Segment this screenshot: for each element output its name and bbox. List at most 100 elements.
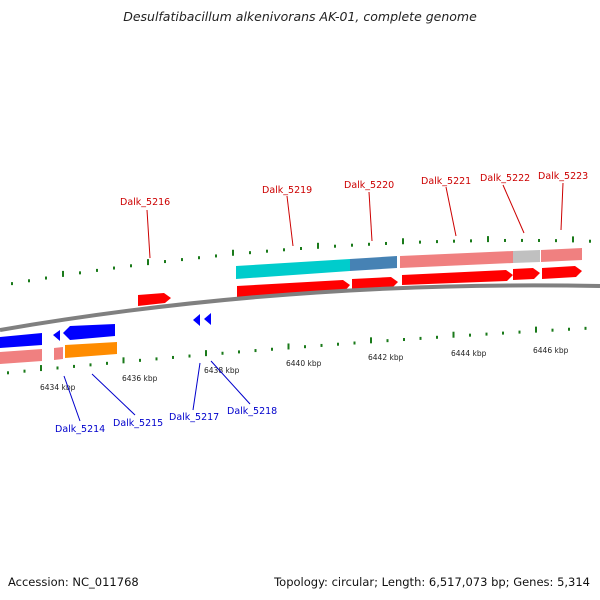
minor-tick bbox=[353, 341, 356, 345]
minor-tick bbox=[436, 240, 438, 244]
major-tick bbox=[370, 337, 372, 344]
gene-label[interactable]: Dalk_5214 bbox=[55, 424, 105, 435]
minor-tick bbox=[7, 371, 9, 375]
minor-tick bbox=[238, 350, 240, 354]
genome-backbone bbox=[0, 283, 600, 332]
minor-tick bbox=[469, 333, 471, 337]
cds-arrow[interactable] bbox=[53, 330, 60, 341]
leader-line bbox=[445, 186, 457, 237]
minor-tick bbox=[538, 238, 540, 242]
minor-tick bbox=[89, 363, 92, 367]
minor-tick bbox=[221, 351, 224, 355]
upper-feature-band bbox=[236, 248, 582, 279]
minor-tick bbox=[106, 361, 108, 365]
major-tick bbox=[40, 365, 42, 372]
feature-pink[interactable] bbox=[400, 251, 513, 268]
minor-tick bbox=[351, 243, 353, 247]
minor-tick bbox=[73, 364, 75, 368]
feature-pink[interactable] bbox=[541, 248, 582, 262]
feature-steel[interactable] bbox=[350, 256, 397, 271]
cds-arrow[interactable] bbox=[237, 280, 350, 298]
gene-label[interactable]: Dalk_5221 bbox=[421, 176, 471, 187]
gene-label[interactable]: Dalk_5216 bbox=[120, 197, 170, 208]
gene-label[interactable]: Dalk_5220 bbox=[344, 180, 394, 191]
minor-tick bbox=[521, 238, 523, 242]
gene-label[interactable]: Dalk_5215 bbox=[113, 418, 163, 429]
minor-tick bbox=[436, 335, 438, 339]
cds-arrow[interactable] bbox=[138, 293, 171, 306]
major-tick bbox=[205, 350, 207, 357]
leader-line bbox=[146, 209, 151, 259]
minor-tick bbox=[419, 240, 421, 244]
cds-arrow[interactable] bbox=[204, 313, 211, 325]
major-tick bbox=[317, 242, 319, 249]
major-tick bbox=[62, 270, 64, 277]
scale-label: 6434 kbp bbox=[40, 383, 76, 392]
leader-line bbox=[286, 195, 294, 247]
minor-tick bbox=[45, 276, 47, 280]
cds-arrow[interactable] bbox=[513, 268, 540, 280]
leader-line bbox=[502, 184, 525, 234]
gene-label[interactable]: Dalk_5223 bbox=[538, 171, 588, 182]
leader-line bbox=[368, 191, 373, 242]
minor-tick bbox=[254, 349, 257, 353]
minor-tick bbox=[504, 238, 506, 242]
minor-tick bbox=[589, 239, 591, 243]
tick-marks bbox=[7, 236, 591, 375]
major-tick bbox=[535, 326, 537, 333]
minor-tick bbox=[403, 338, 405, 342]
plus-gene-labels bbox=[146, 182, 564, 259]
minor-tick bbox=[130, 264, 132, 268]
major-tick bbox=[122, 357, 125, 364]
feature-orange[interactable] bbox=[65, 342, 117, 358]
minor-tick bbox=[470, 239, 472, 243]
minor-tick bbox=[96, 268, 98, 272]
minor-tick bbox=[271, 347, 273, 351]
scale-label: 6444 kbp bbox=[451, 349, 487, 358]
minor-tick bbox=[386, 339, 389, 343]
feature-pink[interactable] bbox=[54, 347, 63, 360]
cds-arrow[interactable] bbox=[193, 314, 200, 326]
minor-tick bbox=[283, 248, 285, 252]
minor-tick bbox=[56, 366, 59, 370]
minor-tick bbox=[584, 326, 587, 330]
minor-tick bbox=[551, 328, 554, 332]
leader-line bbox=[91, 373, 136, 416]
gene-label[interactable]: Dalk_5222 bbox=[480, 173, 530, 184]
cds-arrow[interactable] bbox=[402, 270, 513, 285]
minor-tick bbox=[334, 244, 336, 248]
minor-tick bbox=[320, 343, 323, 347]
feature-cyan[interactable] bbox=[236, 259, 350, 279]
major-tick bbox=[147, 259, 149, 266]
minor-tick bbox=[11, 282, 13, 286]
scale-label: 6436 kbp bbox=[122, 374, 158, 383]
cds-arrow[interactable] bbox=[0, 333, 42, 348]
gene-label[interactable]: Dalk_5218 bbox=[227, 406, 277, 417]
cds-arrow[interactable] bbox=[63, 324, 115, 340]
major-tick bbox=[572, 236, 574, 243]
minor-tick bbox=[113, 266, 115, 270]
leader-line bbox=[192, 362, 201, 411]
minor-tick bbox=[419, 336, 422, 340]
minor-tick bbox=[300, 247, 302, 250]
feature-gray[interactable] bbox=[513, 250, 540, 263]
cds-arrow[interactable] bbox=[542, 266, 582, 279]
feature-pink[interactable] bbox=[0, 349, 42, 364]
scale-label: 6442 kbp bbox=[368, 353, 404, 362]
gene-label[interactable]: Dalk_5219 bbox=[262, 185, 312, 196]
major-tick bbox=[232, 249, 234, 256]
major-tick bbox=[452, 331, 455, 338]
genome-summary: Topology: circular; Length: 6,517,073 bp… bbox=[274, 575, 590, 589]
minor-tick bbox=[385, 241, 387, 245]
minor-tick bbox=[28, 279, 30, 283]
gene-label[interactable]: Dalk_5217 bbox=[169, 412, 219, 423]
minus-strand-cds bbox=[0, 313, 211, 364]
minor-tick bbox=[155, 357, 158, 361]
plus-strand-cds bbox=[138, 266, 582, 306]
minor-tick bbox=[304, 345, 306, 349]
minor-tick bbox=[568, 327, 570, 331]
scale-labels: 6434 kbp 6436 kbp 6438 kbp 6440 kbp 6442… bbox=[40, 346, 569, 392]
minor-tick bbox=[337, 342, 339, 346]
minor-tick bbox=[368, 242, 370, 246]
